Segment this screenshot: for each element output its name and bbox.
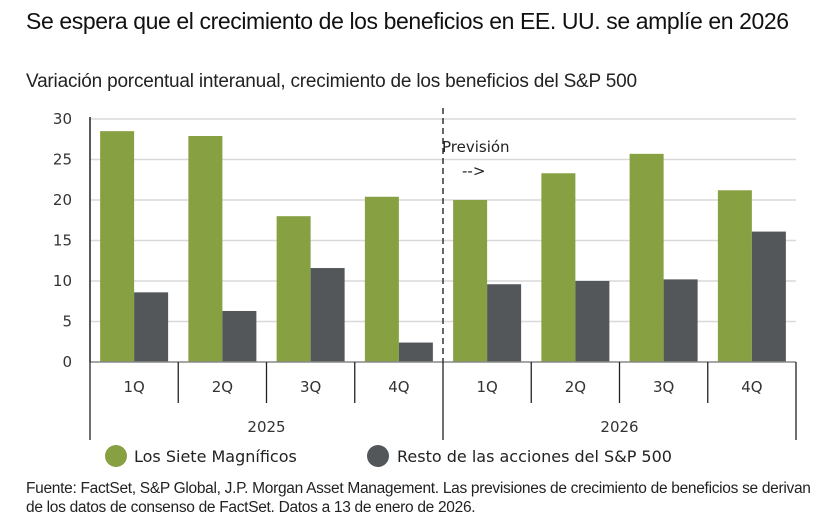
y-tick-label: 20 [53, 191, 72, 209]
y-tick-label: 25 [53, 151, 72, 169]
y-tick-label: 15 [53, 232, 72, 250]
x-category-label: 1Q [476, 378, 497, 396]
bar-magnificent-seven [276, 216, 311, 362]
bar-magnificent-seven [364, 196, 399, 362]
legend: Los Siete Magníficos Resto de las accione… [105, 445, 672, 467]
x-category-label: 2Q [565, 378, 586, 396]
y-tick-label: 30 [53, 110, 72, 128]
forecast-annotation: Previsión --> [442, 108, 510, 362]
x-group-label: 2026 [600, 418, 638, 436]
x-category-label: 2Q [212, 378, 233, 396]
bar-magnificent-seven [541, 173, 576, 362]
forecast-arrow: --> [462, 162, 485, 180]
bar-rest-sp500 [751, 231, 786, 362]
bar-rest-sp500 [222, 310, 257, 362]
y-axis-ticks: 0 5 10 15 20 25 30 [53, 110, 72, 371]
y-tick-label: 0 [62, 353, 72, 371]
bar-rest-sp500 [663, 279, 698, 362]
x-group-label: 2025 [247, 418, 285, 436]
bar-magnificent-seven [188, 136, 223, 362]
chart-subtitle: Variación porcentual interanual, crecimi… [26, 71, 637, 92]
forecast-label: Previsión [442, 138, 510, 156]
x-category-label: 4Q [741, 378, 762, 396]
source-footnote: Fuente: FactSet, S&P Global, J.P. Morgan… [26, 480, 811, 516]
bar-rest-sp500 [487, 284, 522, 362]
legend-label: Los Siete Magníficos [134, 447, 297, 466]
legend-marker-magnificent-seven [105, 445, 127, 467]
bar-magnificent-seven [629, 153, 664, 362]
x-category-label: 3Q [653, 378, 674, 396]
bar-rest-sp500 [310, 268, 345, 362]
bar-magnificent-seven [717, 190, 752, 362]
bar-rest-sp500 [398, 342, 433, 362]
y-tick-label: 10 [53, 272, 72, 290]
x-category-label: 4Q [388, 378, 409, 396]
x-category-label: 1Q [123, 378, 144, 396]
legend-label: Resto de las acciones del S&P 500 [397, 447, 672, 466]
bar-rest-sp500 [575, 281, 610, 362]
legend-marker-rest-sp500 [367, 445, 389, 467]
bar-magnificent-seven [100, 131, 135, 362]
y-tick-label: 5 [62, 313, 72, 331]
chart-title: Se espera que el crecimiento de los bene… [26, 8, 789, 34]
bar-magnificent-seven [453, 200, 488, 362]
x-category-label: 3Q [300, 378, 321, 396]
bar-rest-sp500 [134, 292, 169, 362]
bars [100, 131, 786, 362]
